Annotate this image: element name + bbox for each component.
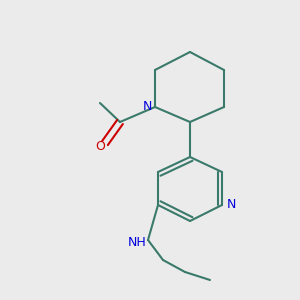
Text: O: O xyxy=(95,140,105,154)
Text: N: N xyxy=(142,100,152,112)
Text: NH: NH xyxy=(128,236,146,248)
Text: N: N xyxy=(226,199,236,212)
